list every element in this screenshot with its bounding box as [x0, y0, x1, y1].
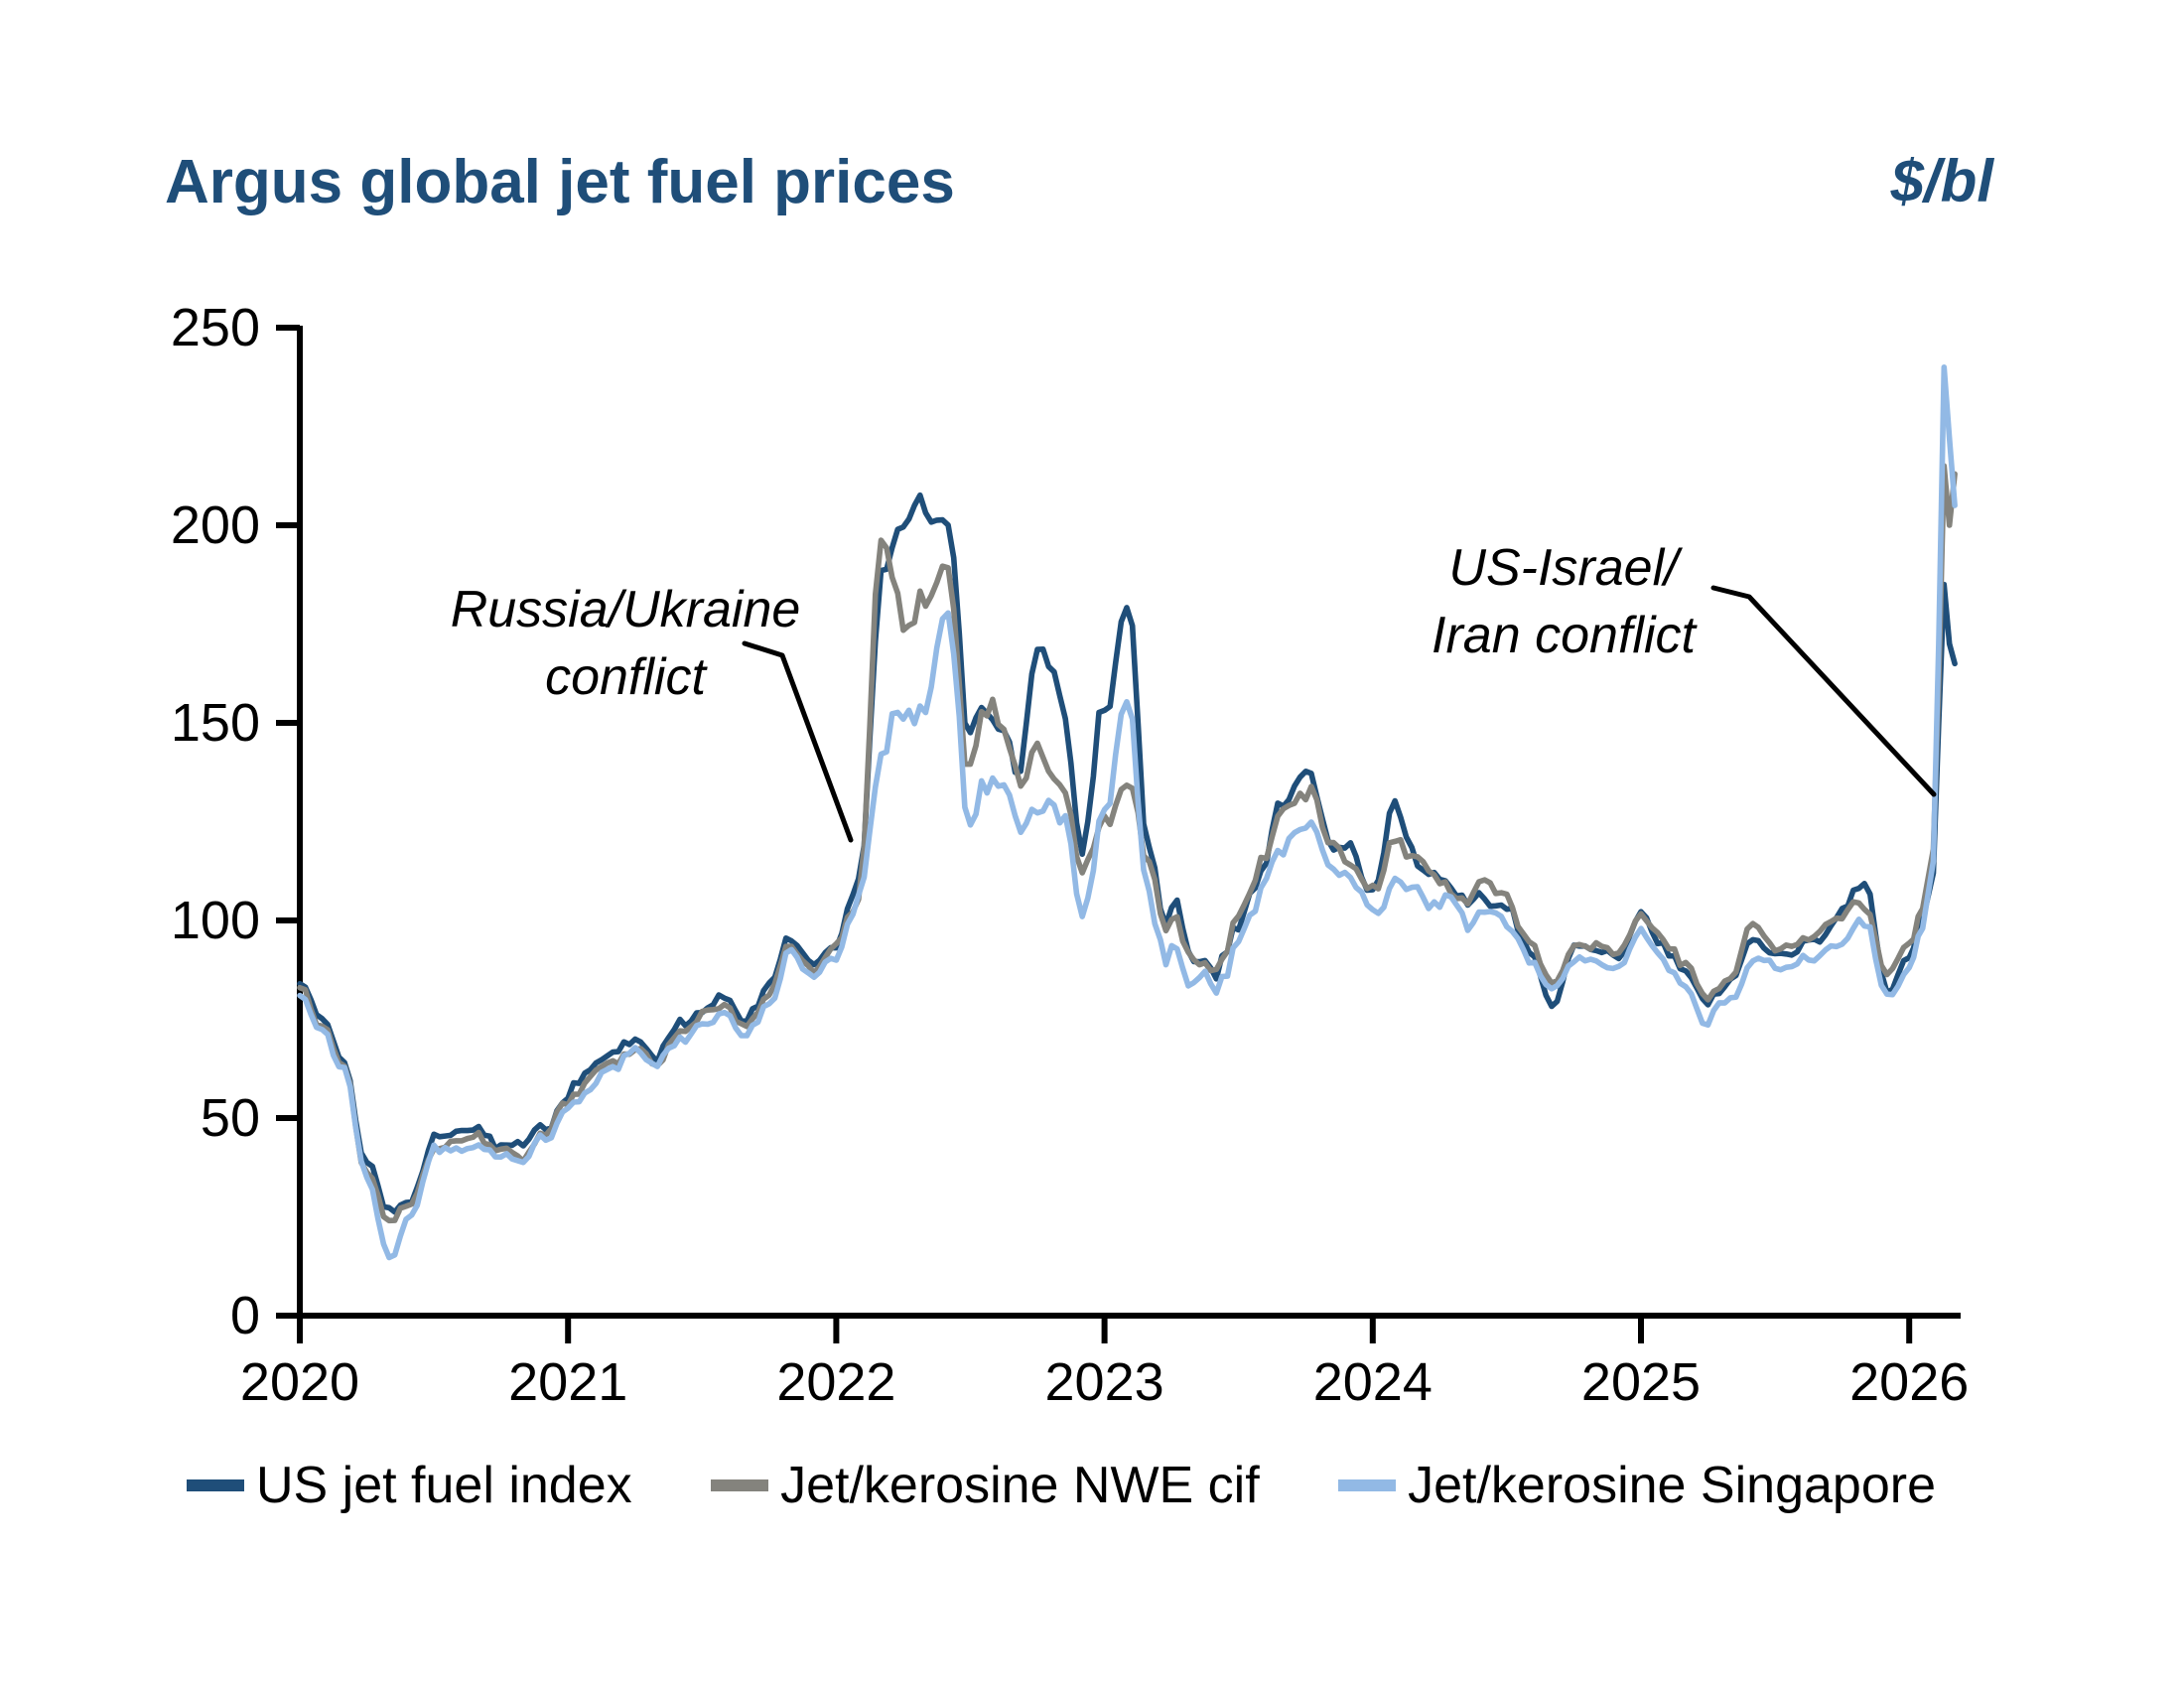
x-tick-label: 2025 — [1581, 1352, 1701, 1412]
annotation-us-israel-iran-line2: Iran conflict — [1432, 607, 1696, 664]
series-line-0 — [297, 492, 1958, 1215]
legend-label-jet-kerosine-singapore: Jet/kerosine Singapore — [1408, 1457, 1936, 1514]
y-tick-label: 200 — [171, 495, 260, 555]
legend-swatch-us-jet-fuel-index — [187, 1479, 244, 1491]
y-tick-label: 100 — [171, 891, 260, 950]
chart-unit-label: $/bl — [1890, 148, 1993, 214]
x-tick-label: 2022 — [776, 1352, 895, 1412]
series-lines — [297, 363, 1958, 1261]
legend: US jet fuel index Jet/kerosine NWE cif J… — [187, 1448, 1936, 1523]
callout-line-us-israel-iran — [1710, 585, 1937, 797]
y-tick-label: 50 — [201, 1088, 260, 1148]
axis-tick-labels: 0 50 100 150 200 250 2020 2021 2022 2023 2024 2025 2… — [171, 298, 1969, 1412]
legend-label-jet-kerosine-nwe-cif: Jet/kerosine NWE cif — [780, 1457, 1260, 1514]
series-line-2 — [297, 363, 1958, 1261]
y-tick-label: 150 — [171, 693, 260, 753]
annotation-us-israel-iran: US-Israel/ Iran conflict — [1320, 534, 1807, 669]
annotation-russia-ukraine-line1: Russia/Ukraine — [450, 581, 801, 638]
annotation-us-israel-iran-line1: US-Israel/ — [1448, 539, 1679, 597]
legend-swatch-jet-kerosine-singapore — [1338, 1479, 1397, 1491]
legend-label-us-jet-fuel-index: US jet fuel index — [256, 1457, 632, 1514]
annotation-callout-lines — [742, 585, 1937, 843]
callout-line-russia-ukraine — [742, 640, 854, 843]
legend-item-us-jet-fuel-index: US jet fuel index — [187, 1456, 632, 1515]
series-line-1 — [297, 463, 1958, 1224]
x-tick-label: 2021 — [508, 1352, 627, 1412]
legend-item-jet-kerosine-nwe-cif: Jet/kerosine NWE cif — [711, 1456, 1260, 1515]
x-tick-label: 2024 — [1313, 1352, 1433, 1412]
annotation-russia-ukraine-line2: conflict — [545, 648, 706, 706]
axes — [276, 325, 1961, 1343]
y-tick-label: 250 — [171, 298, 260, 357]
x-tick-label: 2020 — [240, 1352, 359, 1412]
chart-title: Argus global jet fuel prices — [165, 148, 955, 216]
legend-swatch-jet-kerosine-nwe-cif — [711, 1479, 769, 1491]
x-tick-label: 2023 — [1045, 1352, 1164, 1412]
y-tick-label: 0 — [230, 1286, 260, 1345]
annotation-russia-ukraine: Russia/Ukraine conflict — [328, 576, 923, 711]
legend-item-jet-kerosine-singapore: Jet/kerosine Singapore — [1338, 1456, 1936, 1515]
x-tick-label: 2026 — [1849, 1352, 1969, 1412]
